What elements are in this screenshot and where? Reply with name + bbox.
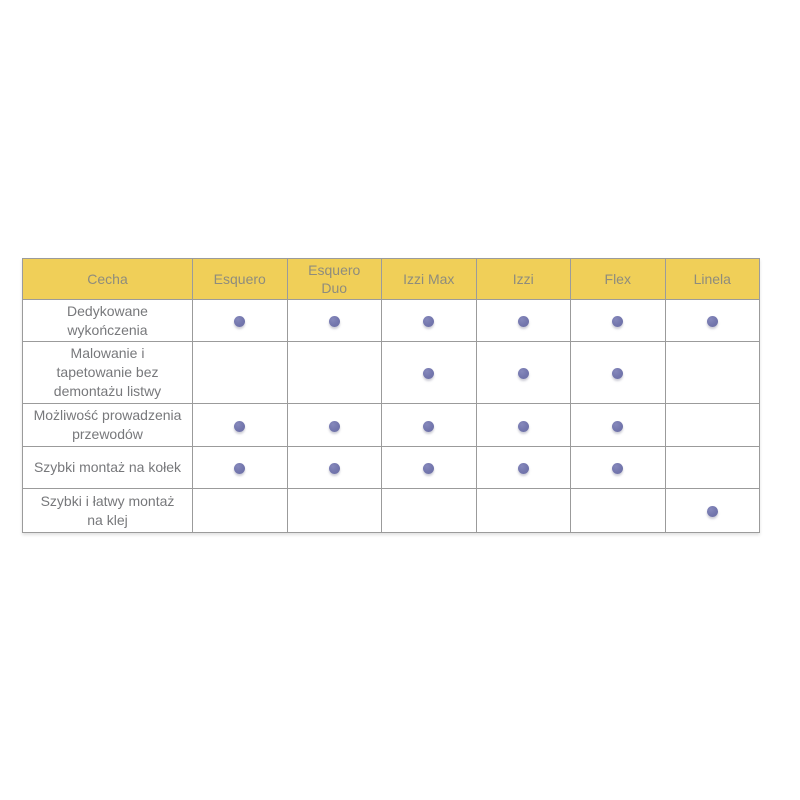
feature-cell: Możliwość prowadzenia przewodów	[22, 403, 193, 447]
feature-dot-icon	[328, 463, 340, 475]
dot-cell	[475, 299, 571, 342]
dot-cell	[192, 403, 288, 447]
column-header-flex: Flex	[570, 258, 666, 300]
dot-cell	[381, 299, 477, 342]
table-row: Szybki i łatwy montaż na klej	[22, 488, 760, 533]
feature-dot-icon	[423, 316, 435, 328]
feature-dot-icon	[517, 420, 529, 432]
dot-cell	[664, 341, 760, 404]
dot-cell	[192, 446, 288, 489]
dot-cell	[664, 299, 760, 342]
feature-dot-icon	[612, 463, 624, 475]
dot-cell	[286, 446, 382, 489]
feature-dot-icon	[234, 316, 246, 328]
column-header-izzi: Izzi	[475, 258, 571, 300]
table-row: Szybki montaż na kołek	[22, 446, 760, 489]
dot-cell	[381, 403, 477, 447]
dot-cell	[192, 341, 288, 404]
feature-dot-icon	[234, 420, 246, 432]
dot-cell	[664, 403, 760, 447]
feature-dot-icon	[706, 506, 718, 518]
feature-dot-icon	[612, 368, 624, 380]
feature-comparison-table: Cecha Esquero Esquero Duo Izzi Max Izzi …	[22, 258, 760, 533]
dot-cell	[664, 446, 760, 489]
feature-dot-icon	[706, 316, 718, 328]
feature-dot-icon	[423, 420, 435, 432]
dot-cell	[570, 488, 666, 533]
dot-cell	[475, 403, 571, 447]
dot-cell	[192, 488, 288, 533]
column-header-cecha: Cecha	[22, 258, 193, 300]
feature-dot-icon	[517, 368, 529, 380]
dot-cell	[570, 299, 666, 342]
dot-cell	[570, 341, 666, 404]
dot-cell	[286, 299, 382, 342]
feature-cell: Szybki i łatwy montaż na klej	[22, 488, 193, 533]
feature-dot-icon	[517, 463, 529, 475]
feature-cell: Dedykowane wykończenia	[22, 299, 193, 342]
feature-dot-icon	[423, 463, 435, 475]
column-header-izzi-max: Izzi Max	[381, 258, 477, 300]
dot-cell	[570, 403, 666, 447]
dot-cell	[192, 299, 288, 342]
dot-cell	[381, 488, 477, 533]
table-row: Dedykowane wykończenia	[22, 299, 760, 342]
dot-cell	[475, 488, 571, 533]
feature-cell: Szybki montaż na kołek	[22, 446, 193, 489]
dot-cell	[381, 341, 477, 404]
column-header-esquero-duo: Esquero Duo	[286, 258, 382, 300]
dot-cell	[286, 403, 382, 447]
dot-cell	[286, 341, 382, 404]
feature-cell: Malowanie i tapetowanie bez demontażu li…	[22, 341, 193, 404]
feature-dot-icon	[612, 316, 624, 328]
table-row: Możliwość prowadzenia przewodów	[22, 403, 760, 447]
column-header-linela: Linela	[664, 258, 760, 300]
header-row: Cecha Esquero Esquero Duo Izzi Max Izzi …	[22, 258, 760, 300]
dot-cell	[475, 341, 571, 404]
dot-cell	[664, 488, 760, 533]
column-header-esquero: Esquero	[192, 258, 288, 300]
feature-dot-icon	[234, 463, 246, 475]
feature-dot-icon	[423, 368, 435, 380]
table-row: Malowanie i tapetowanie bez demontażu li…	[22, 341, 760, 404]
feature-dot-icon	[517, 316, 529, 328]
feature-dot-icon	[612, 420, 624, 432]
feature-dot-icon	[328, 420, 340, 432]
feature-dot-icon	[328, 316, 340, 328]
dot-cell	[381, 446, 477, 489]
dot-cell	[570, 446, 666, 489]
dot-cell	[286, 488, 382, 533]
dot-cell	[475, 446, 571, 489]
